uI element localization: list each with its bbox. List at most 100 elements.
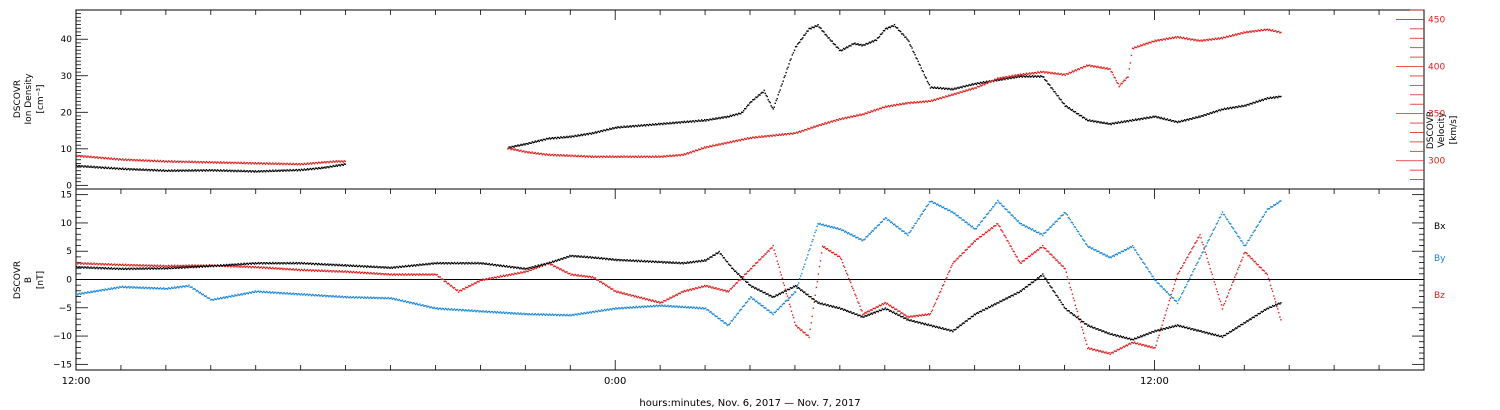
density-series-point [847,46,849,49]
density-series-point [1042,76,1044,78]
by-series-point [379,297,381,299]
velocity-series-point [1250,31,1252,33]
density-series-point [270,170,272,172]
velocity-series-point [631,155,633,158]
bx-series-point [273,262,275,265]
by-series-point [1140,258,1142,260]
density-series-point [875,39,878,42]
velocity-series-point [686,152,689,154]
density-series-point [135,169,137,171]
velocity-series-point [666,154,668,157]
velocity-series-point [628,156,630,158]
bz-series-point [863,313,865,315]
by-series-point [790,294,793,296]
density-series-point [998,79,1000,82]
bz-series-point [871,309,873,311]
velocity-series-point [926,101,929,103]
bz-series-point [580,274,582,276]
by-series-point [1211,232,1213,235]
density-series-point [254,170,257,172]
velocity-series-point [118,158,121,160]
velocity-series-point [219,162,221,164]
velocity-series-point [564,155,566,157]
density-series-point [820,27,822,30]
density-series-point [165,169,168,172]
density-series-point [331,166,333,168]
bz-series-point [92,263,94,265]
bz-series-point [1167,304,1170,306]
velocity-series-point [838,118,841,120]
density-series-point [1145,118,1147,120]
by-series-point [293,293,295,296]
by-series-point [455,309,458,311]
velocity-series-point [712,144,714,146]
by-series-point [182,285,184,287]
velocity-series-point [1001,77,1003,80]
by-series-point [1004,208,1006,210]
bx-series-point [312,262,315,265]
bz-series-point [110,263,113,265]
bz-series-point [965,249,967,251]
bz-series-point [586,275,588,277]
density-series-point [100,167,102,169]
bx-series-point [144,267,146,270]
velocity-series-point [762,136,764,138]
bx-series-point [95,267,97,269]
bz-series-point [827,249,830,252]
by-series-point [1125,248,1128,251]
density-series-point [206,169,209,172]
density-series-point [1000,78,1002,80]
density-series-point [1129,119,1132,122]
by-series-point [489,311,491,314]
by-series-point [572,313,574,316]
velocity-series-point [1271,29,1274,31]
by-series-point [715,315,717,318]
by-series-point [1077,231,1080,233]
by-series-point [353,297,356,299]
density-series-point [1160,116,1162,119]
density-series-point [99,166,101,168]
by-series-point [269,291,271,293]
by-series-point [827,225,829,227]
velocity-series-point [895,105,897,107]
by-series-point [125,285,127,288]
bz-series-point [196,264,198,267]
bz-series-point [711,287,713,289]
by-series-point [1128,247,1131,249]
by-series-point [937,204,940,206]
density-series-point [1046,80,1048,82]
by-series-point [629,306,631,308]
bx-series-point [104,266,106,269]
by-series-point [132,287,134,289]
bz-series-point [360,271,363,274]
bz-series-point [1247,255,1249,257]
by-series-point [452,309,455,311]
velocity-series-point [116,158,119,160]
velocity-series-point [205,160,208,163]
density-series-point [950,89,952,91]
bx-series-point [316,263,318,265]
bz-series-point [1205,253,1207,256]
density-series-point [510,147,512,149]
bz-series-point [1055,259,1057,261]
density-series-point [834,44,837,46]
bx-series-point [346,264,348,266]
velocity-series-point [151,160,153,162]
bz-series-point [859,305,861,307]
top-ylabel-line3: [cm⁻³] [36,84,46,113]
bz-series-point [240,265,242,267]
velocity-series-point [965,89,967,91]
bz-series-point [893,306,895,308]
velocity-series-point [175,161,177,163]
bz-series-point [474,282,476,284]
density-series-point [933,86,936,88]
bz-series-point [191,264,193,266]
by-series-point [159,287,162,289]
bz-series-point [754,264,756,267]
velocity-series-point [750,136,752,139]
velocity-series-point [88,156,90,158]
bz-series-point [759,259,761,261]
density-series-point [1088,120,1090,122]
bz-series-point [1091,347,1093,350]
bz-series-point [837,255,840,257]
